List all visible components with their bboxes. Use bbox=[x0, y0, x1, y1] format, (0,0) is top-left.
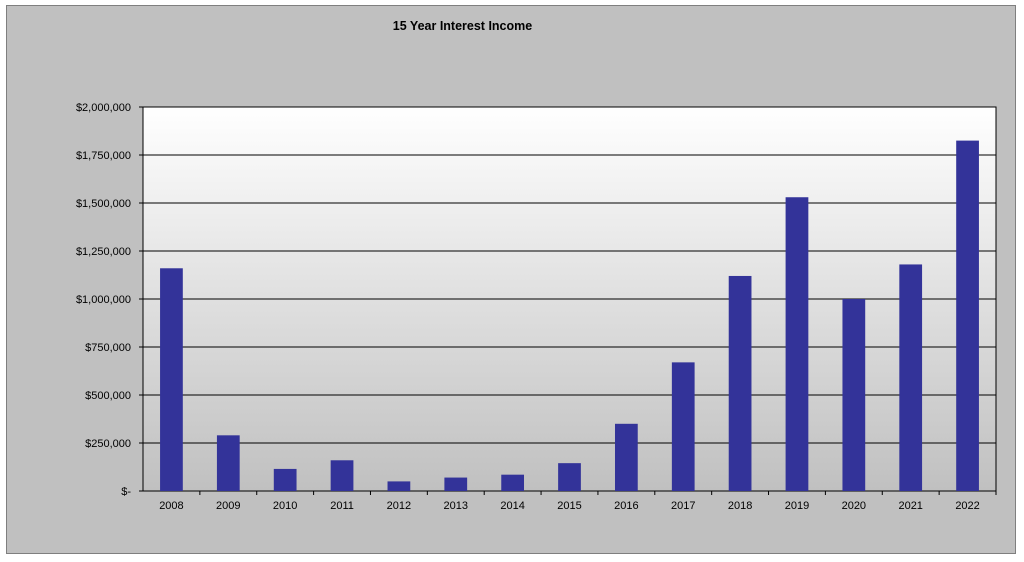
y-tick-label: $1,000,000 bbox=[76, 294, 131, 306]
bar-2020 bbox=[842, 299, 866, 491]
bar-2021 bbox=[899, 264, 923, 491]
bar-2011 bbox=[330, 460, 354, 491]
x-tick-label: 2014 bbox=[500, 500, 524, 512]
x-tick-label: 2016 bbox=[614, 500, 638, 512]
y-tick-label: $500,000 bbox=[85, 390, 131, 402]
bar-2018 bbox=[728, 275, 752, 491]
x-tick-label: 2018 bbox=[728, 500, 752, 512]
bar-2013 bbox=[444, 477, 468, 491]
y-tick-label: $750,000 bbox=[85, 342, 131, 354]
x-tick-label: 2008 bbox=[159, 500, 183, 512]
y-tick-label: $1,500,000 bbox=[76, 198, 131, 210]
x-tick-label: 2020 bbox=[842, 500, 866, 512]
bar-2009 bbox=[216, 435, 240, 491]
bar-2019 bbox=[785, 197, 809, 492]
x-tick-label: 2019 bbox=[785, 500, 809, 512]
x-tick-label: 2021 bbox=[898, 500, 922, 512]
y-tick-label: $250,000 bbox=[85, 438, 131, 450]
y-tick-label: $1,250,000 bbox=[76, 246, 131, 258]
x-tick-label: 2017 bbox=[671, 500, 695, 512]
x-tick-label: 2010 bbox=[273, 500, 297, 512]
bar-2010 bbox=[273, 468, 297, 491]
bar-2017 bbox=[671, 362, 695, 491]
y-tick-label: $1,750,000 bbox=[76, 150, 131, 162]
bars bbox=[160, 140, 979, 492]
x-tick-label: 2015 bbox=[557, 500, 581, 512]
x-tick-label: 2011 bbox=[330, 500, 354, 512]
bar-2016 bbox=[614, 423, 638, 491]
x-tick-label: 2013 bbox=[444, 500, 468, 512]
bar-2014 bbox=[501, 474, 525, 491]
y-tick-label: $2,000,000 bbox=[76, 102, 131, 114]
y-axis: $- $250,000 $500,000 $750,000 $1,000,000 $1,2… bbox=[76, 102, 143, 498]
bar-2012 bbox=[387, 481, 411, 491]
bar-2022 bbox=[956, 140, 979, 491]
x-tick-label: 2022 bbox=[955, 500, 979, 512]
chart-title: 15 Year Interest Income bbox=[392, 19, 533, 33]
bar-2008 bbox=[160, 268, 183, 491]
x-tick-label: 2012 bbox=[387, 500, 411, 512]
x-axis: 2008 2009 2010 2011 2012 2013 2014 2015 2016 2017… bbox=[159, 491, 997, 512]
y-tick-label: $- bbox=[121, 486, 131, 498]
x-tick-label: 2009 bbox=[216, 500, 240, 512]
bar-2015 bbox=[558, 463, 581, 491]
